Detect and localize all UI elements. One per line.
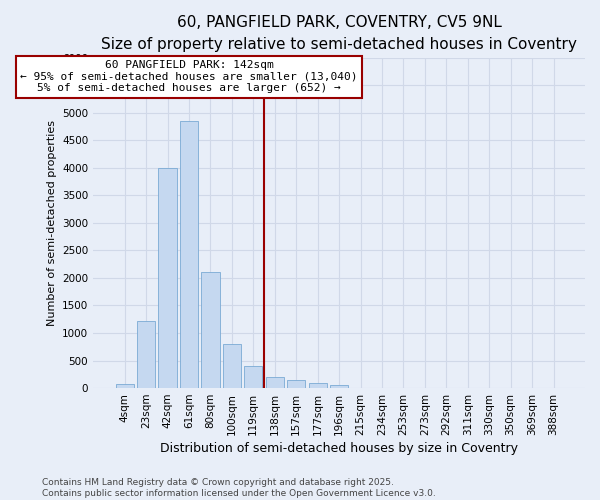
Bar (266, 376, 284, 388)
Text: Contains HM Land Registry data © Crown copyright and database right 2025.
Contai: Contains HM Land Registry data © Crown c… (42, 478, 436, 498)
Bar (116, 384, 134, 388)
Bar (223, 344, 241, 388)
Y-axis label: Number of semi-detached properties: Number of semi-detached properties (47, 120, 56, 326)
Text: 60 PANGFIELD PARK: 142sqm
← 95% of semi-detached houses are smaller (13,040)
5% : 60 PANGFIELD PARK: 142sqm ← 95% of semi-… (20, 60, 358, 94)
Bar (158, 168, 176, 388)
Bar (244, 366, 262, 388)
Bar (137, 321, 155, 388)
Bar (330, 385, 348, 388)
X-axis label: Distribution of semi-detached houses by size in Coventry: Distribution of semi-detached houses by … (160, 442, 518, 455)
Bar (202, 272, 220, 388)
Title: 60, PANGFIELD PARK, COVENTRY, CV5 9NL
Size of property relative to semi-detached: 60, PANGFIELD PARK, COVENTRY, CV5 9NL Si… (101, 15, 577, 52)
Bar (287, 380, 305, 388)
Bar (180, 121, 198, 388)
Bar (308, 383, 327, 388)
